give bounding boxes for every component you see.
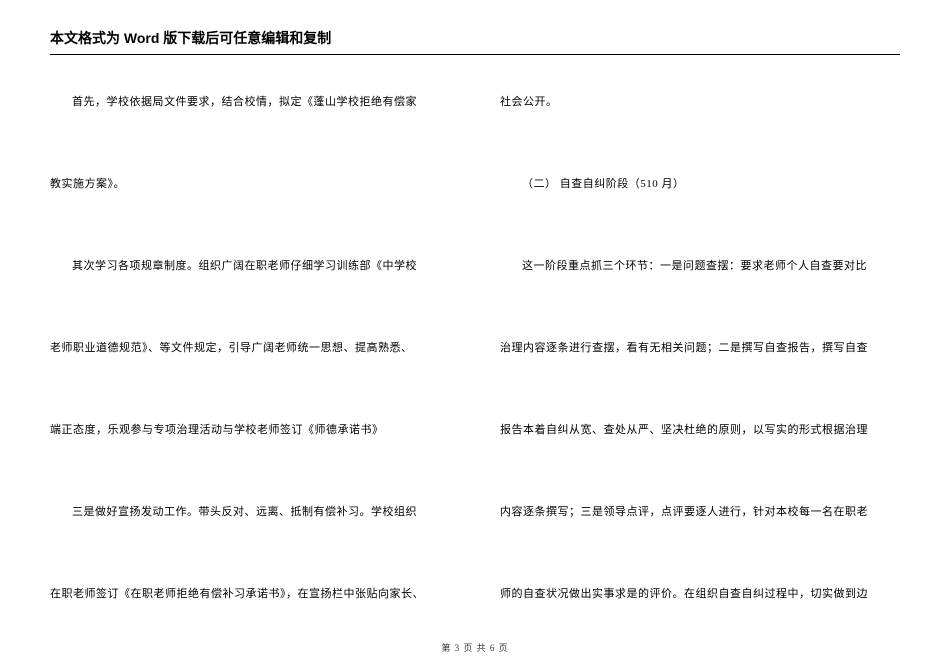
body-line: 社会公开。 — [500, 93, 900, 109]
body-line: 报告本着自纠从宽、查处从严、坚决杜绝的原则，以写实的形式根据治理 — [500, 421, 900, 437]
body-line: 这一阶段重点抓三个环节：一是问题查摆：要求老师个人自查要对比 — [500, 257, 900, 273]
content-columns: 首先，学校依据局文件要求，结合校情，拟定《蓬山学校拒绝有偿家 教实施方案》。 其… — [50, 93, 900, 667]
body-line: 师的自查状况做出实事求是的评价。在组织自查自纠过程中，切实做到边 — [500, 585, 900, 601]
body-line: 首先，学校依据局文件要求，结合校情，拟定《蓬山学校拒绝有偿家 — [50, 93, 450, 109]
body-line: 端正态度，乐观参与专项治理活动与学校老师签订《师德承诺书》 — [50, 421, 450, 437]
page-footer: 第 3 页 共 6 页 — [0, 641, 950, 654]
body-line: 老师职业道德规范》、等文件规定，引导广阔老师统一思想、提高熟悉、 — [50, 339, 450, 355]
body-line: 教实施方案》。 — [50, 175, 450, 191]
body-line: （二） 自查自纠阶段（510 月） — [500, 175, 900, 191]
page-header: 本文格式为 Word 版下载后可任意编辑和复制 — [50, 28, 900, 55]
left-column: 首先，学校依据局文件要求，结合校情，拟定《蓬山学校拒绝有偿家 教实施方案》。 其… — [50, 93, 450, 667]
body-line: 三是做好宣扬发动工作。带头反对、远离、抵制有偿补习。学校组织 — [50, 503, 450, 519]
body-line: 其次学习各项规章制度。组织广阔在职老师仔细学习训练部《中学校 — [50, 257, 450, 273]
document-page: 本文格式为 Word 版下载后可任意编辑和复制 首先，学校依据局文件要求，结合校… — [0, 0, 950, 667]
right-column: 社会公开。 （二） 自查自纠阶段（510 月） 这一阶段重点抓三个环节：一是问题… — [500, 93, 900, 667]
body-line: 内容逐条撰写；三是领导点评，点评要逐人进行，针对本校每一名在职老 — [500, 503, 900, 519]
body-line: 在职老师签订《在职老师拒绝有偿补习承诺书》，在宣扬栏中张贴向家长、 — [50, 585, 450, 601]
body-line: 治理内容逐条进行查摆，看有无相关问题；二是撰写自查报告，撰写自查 — [500, 339, 900, 355]
